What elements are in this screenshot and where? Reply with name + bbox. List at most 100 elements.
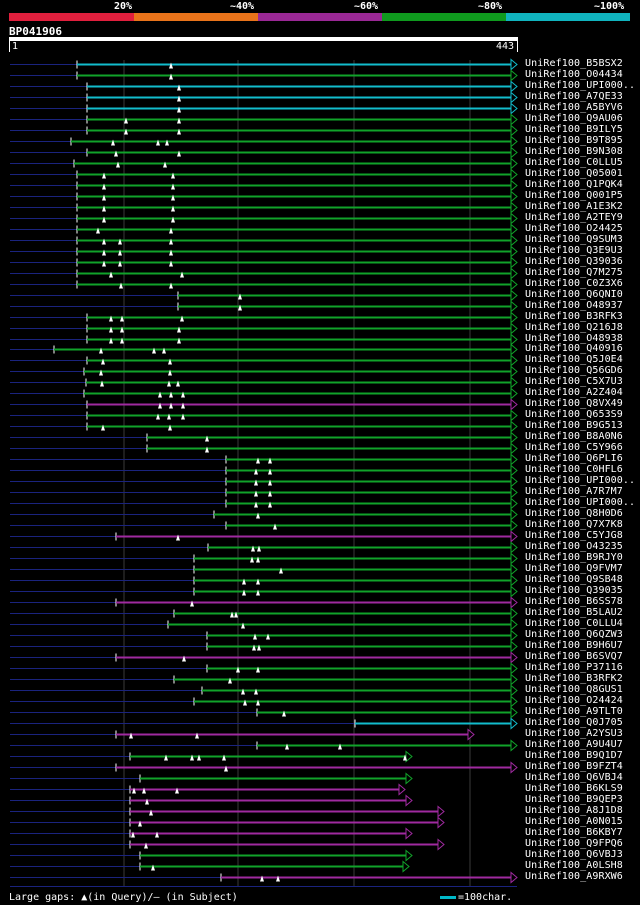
gap-marker <box>256 699 260 706</box>
hit-label[interactable]: UniRef100_B8A0N6 <box>525 431 623 442</box>
hit-label[interactable]: UniRef100_Q6QNI0 <box>525 289 623 300</box>
hit-label[interactable]: UniRef100_Q6QZW3 <box>525 629 623 640</box>
hit-label[interactable]: UniRef100_B9QEP3 <box>525 794 623 805</box>
hit-label[interactable]: UniRef100_Q7M275 <box>525 267 623 278</box>
hit-label[interactable]: UniRef100_A8J1D8 <box>525 805 623 816</box>
hit-label[interactable]: UniRef100_Q9SUM3 <box>525 234 623 245</box>
gap-marker <box>99 369 103 376</box>
hit-end-arrow <box>510 267 518 280</box>
hit-label[interactable]: UniRef100_B6KLS9 <box>525 783 623 794</box>
hit-label[interactable]: UniRef100_B9FZT4 <box>525 761 623 772</box>
hit-label[interactable]: UniRef100_B9T895 <box>525 135 623 146</box>
hit-label[interactable]: UniRef100_B6KBY7 <box>525 827 623 838</box>
hit-label[interactable]: UniRef100_A9TLT0 <box>525 706 623 717</box>
hit-label[interactable]: UniRef100_B6SVQ7 <box>525 651 623 662</box>
hit-label[interactable]: UniRef100_A9U4U7 <box>525 739 623 750</box>
hit-label[interactable]: UniRef100_Q39036 <box>525 256 623 267</box>
gap-marker <box>257 644 261 651</box>
hit-label[interactable]: UniRef100_A2TEY9 <box>525 212 623 223</box>
hit-label[interactable]: UniRef100_Q8GUS1 <box>525 684 623 695</box>
hit-end-arrow <box>510 333 518 346</box>
hit-label[interactable]: UniRef100_B3RFK3 <box>525 311 623 322</box>
hit-label[interactable]: UniRef100_C5Y966 <box>525 442 623 453</box>
gap-marker <box>181 413 185 420</box>
gap-marker <box>124 117 128 124</box>
hit-label[interactable]: UniRef100_Q001P5 <box>525 190 623 201</box>
gap-marker <box>109 337 113 344</box>
hit-label[interactable]: UniRef100_Q40916 <box>525 343 623 354</box>
hit-label[interactable]: UniRef100_C0Z3X6 <box>525 278 623 289</box>
hit-label[interactable]: UniRef100_B9RJY0 <box>525 552 623 563</box>
gap-marker <box>102 260 106 267</box>
hit-label[interactable]: UniRef100_UPI000.. <box>525 475 636 486</box>
hit-label[interactable]: UniRef100_A5BYV6 <box>525 102 623 113</box>
hit-label[interactable]: UniRef100_Q216J8 <box>525 322 623 333</box>
hit-label[interactable]: UniRef100_A2YSU3 <box>525 728 623 739</box>
hit-label[interactable]: UniRef100_A0LSH8 <box>525 860 623 871</box>
hit-label[interactable]: UniRef100_C5YJG8 <box>525 530 623 541</box>
hit-label[interactable]: UniRef100_UPI000.. <box>525 497 636 508</box>
hit-label[interactable]: UniRef100_B9N308 <box>525 146 623 157</box>
gap-marker <box>116 161 120 168</box>
hit-end-arrow <box>510 256 518 269</box>
hit-label[interactable]: UniRef100_P37116 <box>525 662 623 673</box>
hit-label[interactable]: UniRef100_Q9SB48 <box>525 574 623 585</box>
hit-label[interactable]: UniRef100_B5LAU2 <box>525 607 623 618</box>
hit-label[interactable]: UniRef100_C0HFL6 <box>525 464 623 475</box>
hit-label[interactable]: UniRef100_Q7X7K8 <box>525 519 623 530</box>
hit-label[interactable]: UniRef100_Q6VBJ3 <box>525 849 623 860</box>
scale-swatch <box>440 895 456 899</box>
hit-label[interactable]: UniRef100_UPI000.. <box>525 80 636 91</box>
hit-label[interactable]: UniRef100_A2Z404 <box>525 387 623 398</box>
hit-label[interactable]: UniRef100_Q6VBJ4 <box>525 772 623 783</box>
gap-marker <box>169 391 173 398</box>
hit-label[interactable]: UniRef100_B9Q1D7 <box>525 750 623 761</box>
hit-label[interactable]: UniRef100_Q8VX49 <box>525 398 623 409</box>
hit-label[interactable]: UniRef100_Q3E9U3 <box>525 245 623 256</box>
hit-label[interactable]: UniRef100_Q1PQK4 <box>525 179 623 190</box>
gap-marker <box>118 238 122 245</box>
hit-label[interactable]: UniRef100_A0N015 <box>525 816 623 827</box>
hit-label[interactable]: UniRef100_B9H6U7 <box>525 640 623 651</box>
hit-label[interactable]: UniRef100_Q39035 <box>525 585 623 596</box>
hit-label[interactable]: UniRef100_Q653S9 <box>525 409 623 420</box>
hit-label[interactable]: UniRef100_C0LLU5 <box>525 157 623 168</box>
hit-label[interactable]: UniRef100_Q56GD6 <box>525 365 623 376</box>
gap-marker <box>171 172 175 179</box>
hit-label[interactable]: UniRef100_O48938 <box>525 333 623 344</box>
gap-marker <box>236 666 240 673</box>
hit-end-arrow <box>510 629 518 642</box>
hit-end-arrow <box>405 750 413 763</box>
hit-label[interactable]: UniRef100_O48937 <box>525 300 623 311</box>
hit-label[interactable]: UniRef100_O24425 <box>525 223 623 234</box>
hit-label[interactable]: UniRef100_B5BSX2 <box>525 58 623 69</box>
hit-label[interactable]: UniRef100_B3RFK2 <box>525 673 623 684</box>
hit-label[interactable]: UniRef100_Q05001 <box>525 168 623 179</box>
hit-label[interactable]: UniRef100_Q9FVM7 <box>525 563 623 574</box>
gap-marker <box>256 578 260 585</box>
hit-end-arrow <box>510 80 518 93</box>
hit-label[interactable]: UniRef100_C5X7U3 <box>525 376 623 387</box>
hit-label[interactable]: UniRef100_Q9AU06 <box>525 113 623 124</box>
gap-marker <box>114 150 118 157</box>
hit-label[interactable]: UniRef100_B6SS78 <box>525 596 623 607</box>
hit-label[interactable]: UniRef100_O24424 <box>525 695 623 706</box>
hit-label[interactable]: UniRef100_A7QE33 <box>525 91 623 102</box>
gap-marker <box>118 249 122 256</box>
hit-label[interactable]: UniRef100_Q0J705 <box>525 717 623 728</box>
hit-label[interactable]: UniRef100_Q8H0D6 <box>525 508 623 519</box>
hit-label[interactable]: UniRef100_B9G513 <box>525 420 623 431</box>
hit-label[interactable]: UniRef100_A7R7M7 <box>525 486 623 497</box>
hit-label[interactable]: UniRef100_O43235 <box>525 541 623 552</box>
hit-label[interactable]: UniRef100_Q9FPQ6 <box>525 838 623 849</box>
hit-label[interactable]: UniRef100_C0LLU4 <box>525 618 623 629</box>
hit-label[interactable]: UniRef100_Q5J0E4 <box>525 354 623 365</box>
hit-label[interactable]: UniRef100_Q6PLI6 <box>525 453 623 464</box>
gap-legend: Large gaps: ▲(in Query)/– (in Subject) <box>9 892 238 903</box>
hit-label[interactable]: UniRef100_O04434 <box>525 69 623 80</box>
hit-label[interactable]: UniRef100_A9RXW6 <box>525 871 623 882</box>
gap-marker <box>96 227 100 234</box>
hit-label[interactable]: UniRef100_A1E3K2 <box>525 201 623 212</box>
hit-label[interactable]: UniRef100_B9ILY5 <box>525 124 623 135</box>
gap-marker <box>158 391 162 398</box>
